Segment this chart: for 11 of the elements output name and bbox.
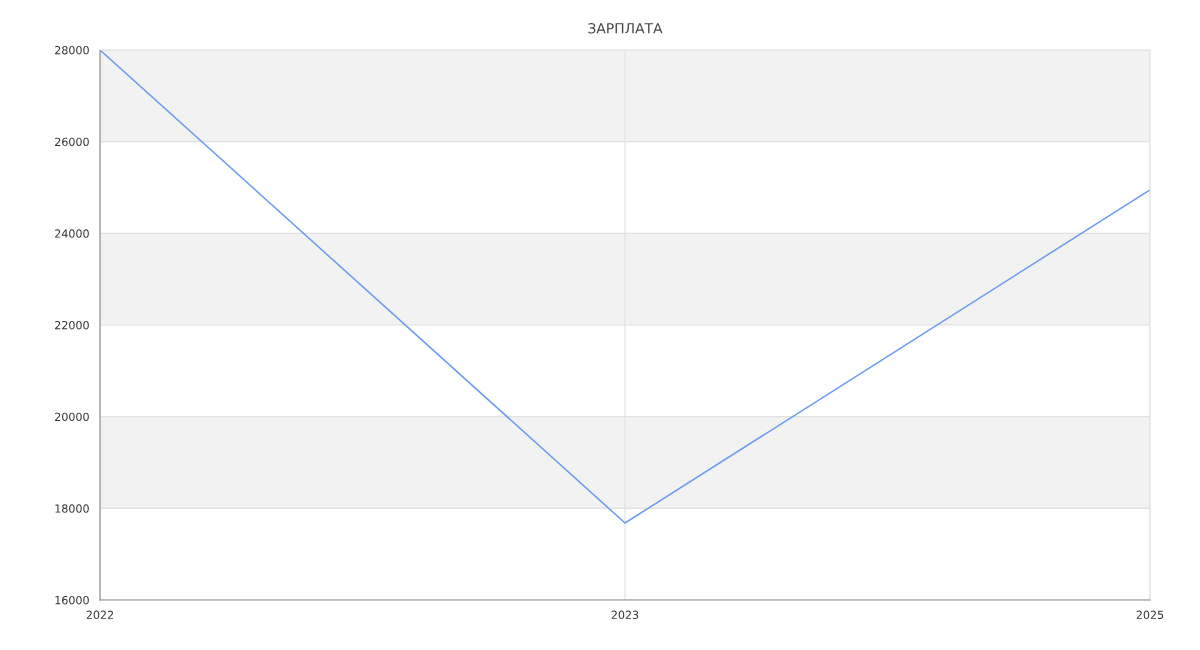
y-tick-label: 20000	[55, 412, 89, 422]
x-tick-label: 2025	[1136, 610, 1164, 620]
y-tick-label: 18000	[55, 504, 89, 513]
y-tick-label: 28000	[55, 45, 89, 55]
y-tick-label: 26000	[55, 137, 89, 147]
x-tick-label: 2023	[611, 610, 639, 620]
y-tick-label: 16000	[55, 595, 89, 605]
x-tick-label: 2022	[86, 610, 114, 620]
y-tick-label: 24000	[55, 229, 89, 238]
chart-title: ЗАРПЛАТА	[588, 23, 663, 34]
y-tick-label: 22000	[55, 320, 89, 330]
